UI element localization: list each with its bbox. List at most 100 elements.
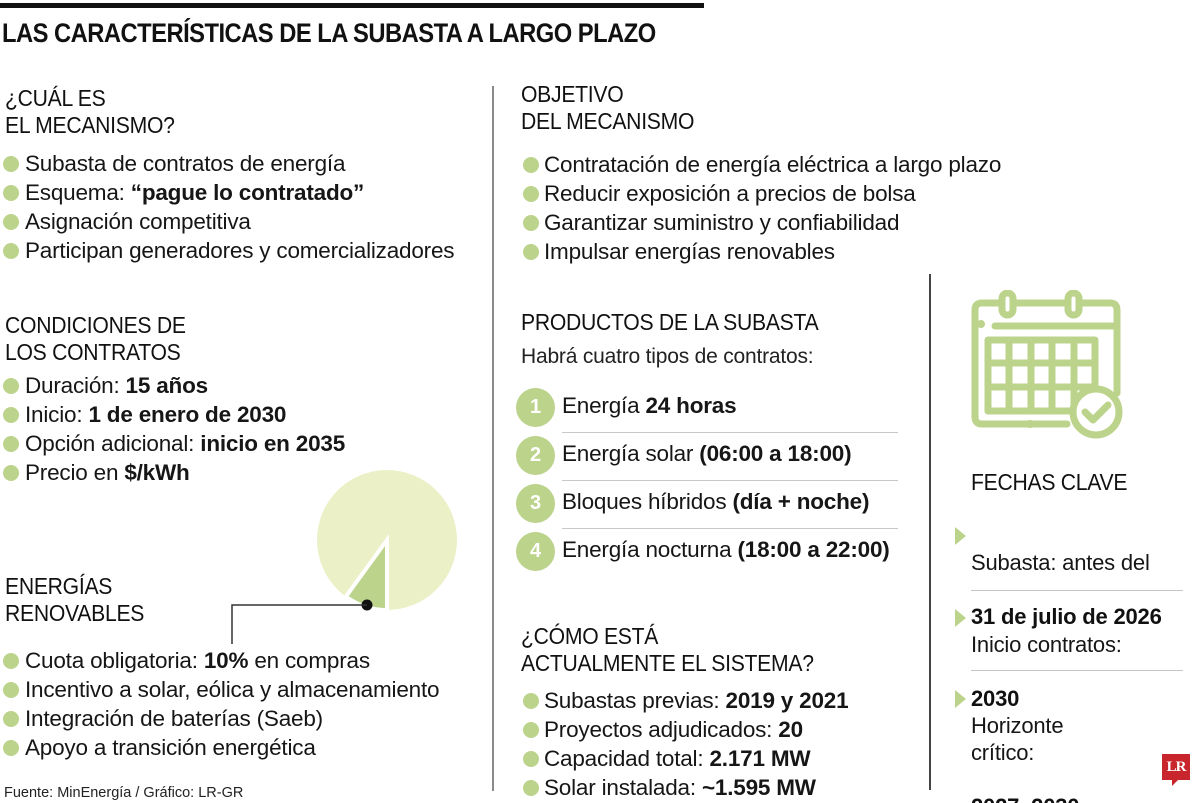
section-heading-mecanismo: ¿CUÁL ES EL MECANISMO? <box>5 85 175 139</box>
top-rule <box>0 3 704 8</box>
list-item: Incentivo a solar, eólica y almacenamien… <box>2 675 440 704</box>
item-text: Energía <box>562 393 646 418</box>
key-date-text: Subasta: antes del 31 de julio de 2026 <box>971 522 1162 657</box>
green-dot-icon <box>523 751 539 767</box>
key-date-value: 2027–2030 <box>971 793 1080 803</box>
item-bold: 2.171 MW <box>709 746 811 771</box>
green-dot-icon <box>523 186 539 202</box>
product-item: 1 Energía 24 horas <box>516 388 898 436</box>
green-dot-icon <box>523 722 539 738</box>
lr-logo-tail <box>1172 779 1179 786</box>
item-text: Duración: <box>25 373 126 398</box>
calendar-check-icon <box>971 290 1123 439</box>
list-item: Contratación de energía eléctrica a larg… <box>523 150 1001 179</box>
item-text: Solar instalada: <box>544 775 702 800</box>
list-item: Solar instalada: ~1.595 MW <box>523 773 848 802</box>
item-text: Precio en <box>25 460 125 485</box>
section-heading-condiciones: CONDICIONES DE LOS CONTRATOS <box>5 312 186 366</box>
product-text: Energía 24 horas <box>562 393 737 419</box>
section-heading-objetivo: OBJETIVO DEL MECANISMO <box>521 81 694 135</box>
column-divider-right <box>929 274 931 790</box>
list-item: Precio en $/kWh <box>2 458 345 487</box>
green-dot-icon <box>3 243 19 259</box>
green-dot-icon <box>3 653 19 669</box>
green-dot-icon <box>523 693 539 709</box>
number-badge: 2 <box>516 436 555 475</box>
list-item: Esquema: “pague lo contratado” <box>2 178 454 207</box>
heading-line: RENOVABLES <box>5 600 145 626</box>
green-dot-icon <box>523 244 539 260</box>
green-dot-icon <box>3 378 19 394</box>
product-text: Energía solar (06:00 a 18:00) <box>562 441 852 467</box>
green-dot-icon <box>3 740 19 756</box>
item-text: Subasta de contratos de energía <box>25 151 346 176</box>
number-badge: 1 <box>516 388 555 427</box>
item-text: Opción adicional: <box>25 431 201 456</box>
list-item: Subasta de contratos de energía <box>2 149 454 178</box>
list-item: Inicio: 1 de enero de 2030 <box>2 400 345 429</box>
item-text: Contratación de energía eléctrica a larg… <box>544 152 1002 177</box>
list-item: Participan generadores y comercializador… <box>2 236 455 265</box>
green-dot-icon <box>523 780 539 796</box>
list-item: Opción adicional: inicio en 2035 <box>2 429 345 458</box>
product-list: 1 Energía 24 horas 2 Energía solar (06:0… <box>516 388 898 580</box>
item-bold: 2019 y 2021 <box>725 688 849 713</box>
divider <box>971 670 1183 671</box>
list-condiciones: Duración: 15 años Inicio: 1 de enero de … <box>2 371 345 487</box>
section-heading-renovables: ENERGÍAS RENOVABLES <box>5 573 144 627</box>
item-text: Bloques híbridos <box>562 489 733 514</box>
item-text: Asignación competitiva <box>25 209 251 234</box>
item-text: Apoyo a transición energética <box>25 735 316 760</box>
green-dot-icon <box>3 407 19 423</box>
heading-line: DEL MECANISMO <box>521 108 695 134</box>
triangle-right-icon <box>955 609 966 627</box>
source-credit: Fuente: MinEnergía / Gráfico: LR-GR <box>4 785 244 801</box>
product-text: Bloques híbridos (día + noche) <box>562 489 869 515</box>
list-mecanismo: Subasta de contratos de energía Esquema:… <box>2 149 455 265</box>
key-date-label: Subasta: antes del <box>971 550 1150 575</box>
list-item: Cuota obligatoria: 10% en compras <box>2 646 439 675</box>
list-item: Apoyo a transición energética <box>2 733 439 762</box>
item-bold: inicio en 2035 <box>200 431 346 456</box>
item-text: Energía solar <box>562 441 700 466</box>
list-item: Subastas previas: 2019 y 2021 <box>523 686 849 715</box>
green-dot-icon <box>3 711 19 727</box>
list-item: Proyectos adjudicados: 20 <box>523 715 848 744</box>
green-dot-icon <box>3 156 19 172</box>
list-item: Impulsar energías renovables <box>523 237 1001 266</box>
triangle-right-icon <box>955 527 966 545</box>
product-item: 2 Energía solar (06:00 a 18:00) <box>516 436 898 484</box>
item-bold: (18:00 a 22:00) <box>737 537 890 562</box>
list-item: Garantizar suministro y confiabilidad <box>523 208 1001 237</box>
section-heading-productos: PRODUCTOS DE LA SUBASTA <box>521 309 819 336</box>
heading-line: PRODUCTOS DE LA SUBASTA <box>521 309 819 335</box>
key-date-label: Inicio contratos: <box>971 632 1122 657</box>
divider <box>562 528 898 529</box>
heading-line: OBJETIVO <box>521 81 624 107</box>
heading-line: LOS CONTRATOS <box>5 339 181 365</box>
divider <box>562 480 898 481</box>
product-item: 3 Bloques híbridos (día + noche) <box>516 484 898 532</box>
product-item: 4 Energía nocturna (18:00 a 22:00) <box>516 532 896 580</box>
item-text: en compras <box>248 648 370 673</box>
list-renovables: Cuota obligatoria: 10% en compras Incent… <box>2 646 440 762</box>
heading-line: ¿CUÁL ES <box>5 85 106 111</box>
key-date-text: Inicio contratos: 2030 <box>971 604 1122 739</box>
check-badge <box>1069 385 1123 439</box>
green-dot-icon <box>3 682 19 698</box>
list-item: Capacidad total: 2.171 MW <box>523 744 848 773</box>
productos-subtitle: Habrá cuatro tipos de contratos: <box>521 345 814 368</box>
section-heading-fechas: FECHAS CLAVE <box>971 469 1128 495</box>
heading-line: EL MECANISMO? <box>5 112 175 138</box>
green-dot-icon <box>523 157 539 173</box>
item-bold: $/kWh <box>124 460 190 485</box>
heading-line: ¿CÓMO ESTÁ <box>521 623 659 649</box>
list-item: Reducir exposición a precios de bolsa <box>523 179 1001 208</box>
item-text: Incentivo a solar, eólica y almacenamien… <box>25 677 440 702</box>
list-objetivo: Contratación de energía eléctrica a larg… <box>523 150 1001 266</box>
item-bold: (día + noche) <box>732 489 870 514</box>
renewable-quota-pie-chart <box>317 470 457 613</box>
key-date-text: Horizonte crítico: 2027–2030 <box>971 685 1080 803</box>
divider <box>971 590 1183 591</box>
item-text: Cuota obligatoria: <box>25 648 204 673</box>
